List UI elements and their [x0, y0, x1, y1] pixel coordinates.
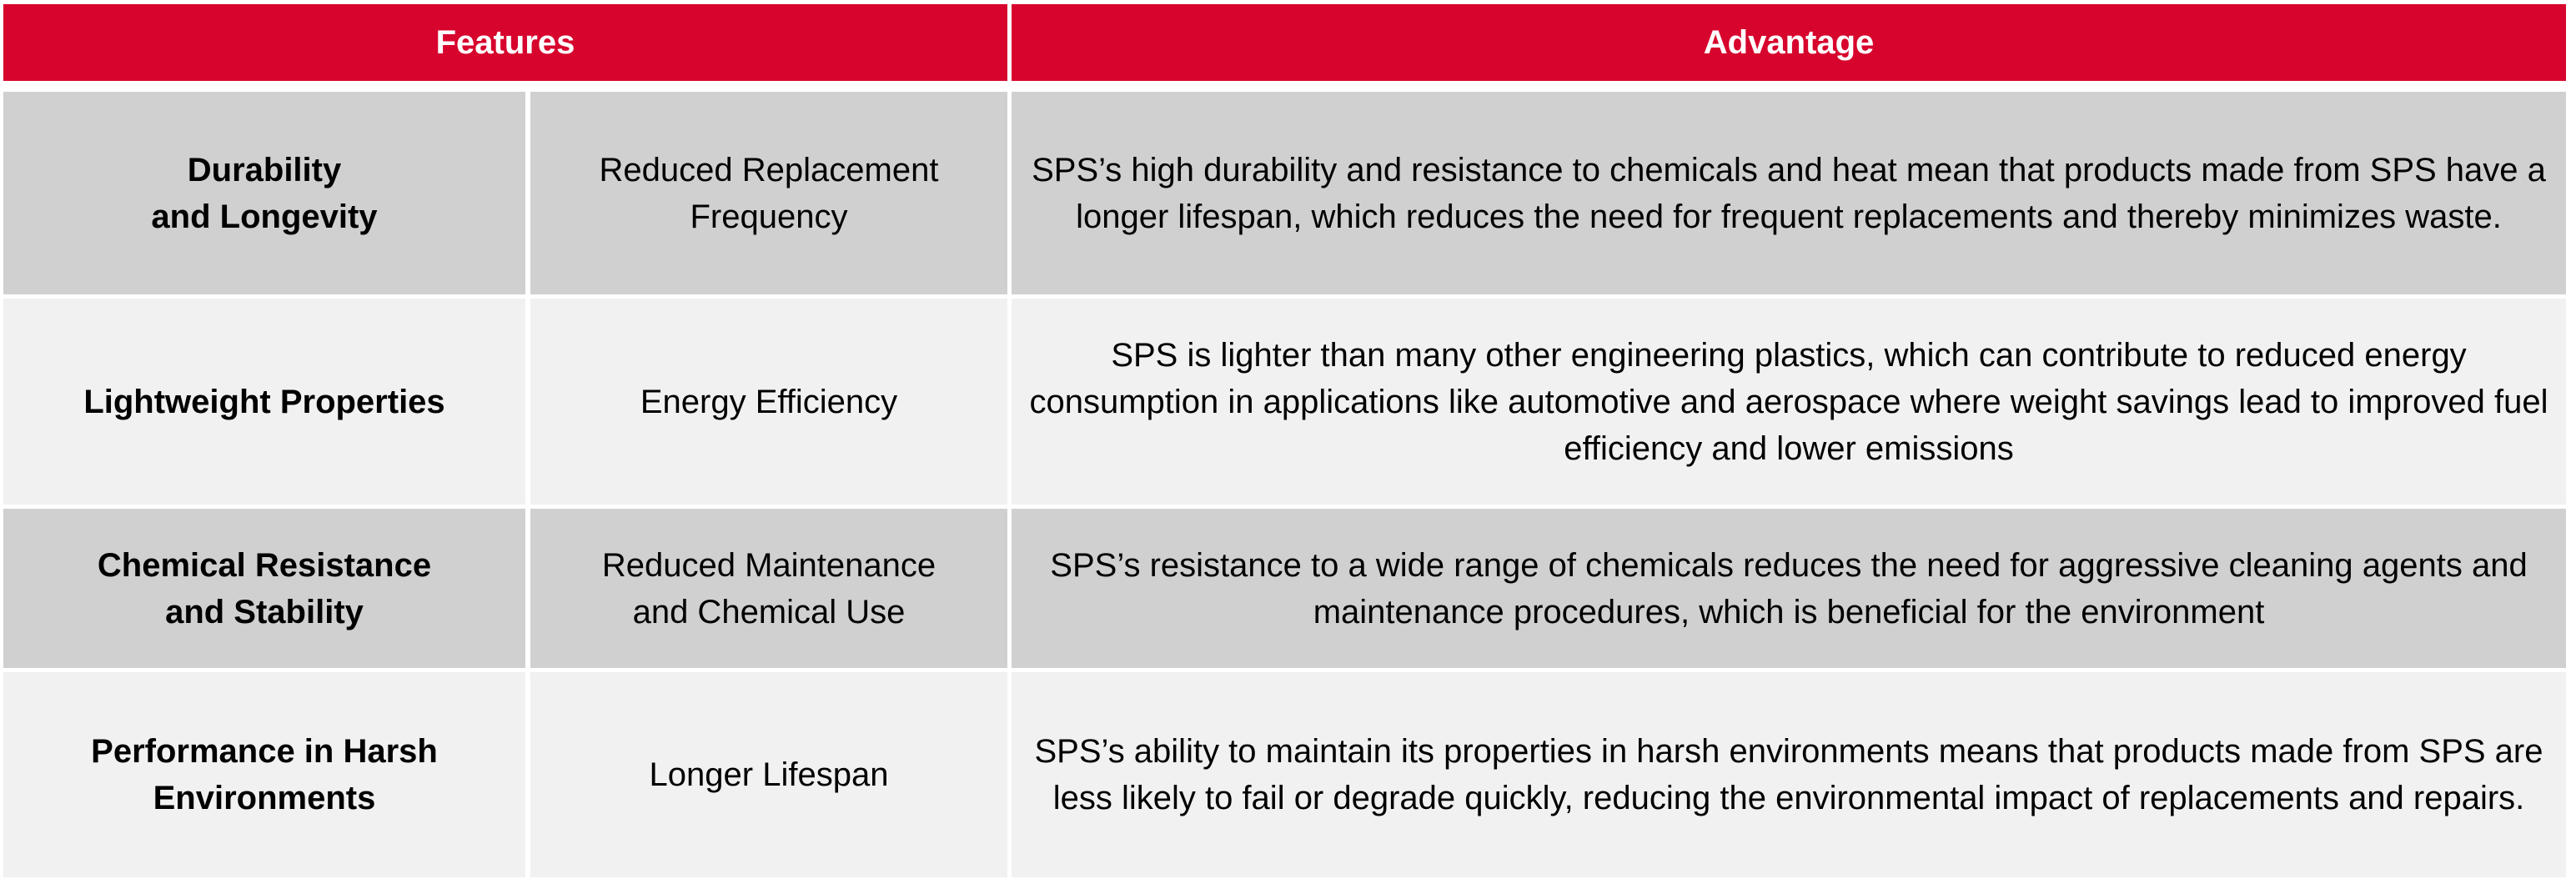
benefit-cell: Reduced Replacement Frequency: [530, 92, 1007, 294]
benefit-text: Reduced Replacement Frequency: [599, 151, 939, 235]
feature-cell: Durability and Longevity: [3, 92, 525, 294]
advantage-cell: SPS’s ability to maintain its properties…: [1012, 672, 2566, 877]
feature-cell: Chemical Resistance and Stability: [3, 509, 525, 668]
advantage-text: SPS’s high durability and resistance to …: [1032, 151, 2546, 235]
feature-text: Performance in Harsh Environments: [91, 733, 438, 816]
advantage-text: SPS’s ability to maintain its properties…: [1034, 733, 2543, 816]
feature-cell: Lightweight Properties: [3, 299, 525, 505]
table-header: Features Advantage: [3, 4, 2566, 81]
benefit-cell: Reduced Maintenance and Chemical Use: [530, 509, 1007, 668]
table-row: Durability and Longevity Reduced Replace…: [3, 92, 2566, 294]
table-row: Chemical Resistance and Stability Reduce…: [3, 509, 2566, 668]
features-advantage-table: Features Advantage Durability and Longev…: [3, 4, 2566, 877]
feature-cell: Performance in Harsh Environments: [3, 672, 525, 877]
feature-text: Chemical Resistance and Stability: [97, 546, 432, 630]
benefit-cell: Longer Lifespan: [530, 672, 1007, 877]
header-advantage: Advantage: [1012, 4, 2566, 81]
feature-text: Durability and Longevity: [151, 151, 378, 235]
benefit-cell: Energy Efficiency: [530, 299, 1007, 505]
feature-text: Lightweight Properties: [83, 383, 445, 420]
advantage-text: SPS’s resistance to a wide range of chem…: [1050, 546, 2528, 630]
advantage-cell: SPS is lighter than many other engineeri…: [1012, 299, 2566, 505]
header-features: Features: [3, 4, 1007, 81]
table-row: Lightweight Properties Energy Efficiency…: [3, 299, 2566, 505]
benefit-text: Energy Efficiency: [640, 383, 898, 420]
advantage-cell: SPS’s high durability and resistance to …: [1012, 92, 2566, 294]
advantage-cell: SPS’s resistance to a wide range of chem…: [1012, 509, 2566, 668]
benefit-text: Reduced Maintenance and Chemical Use: [601, 546, 936, 630]
advantage-text: SPS is lighter than many other engineeri…: [1029, 336, 2548, 467]
benefit-text: Longer Lifespan: [649, 756, 889, 793]
table-row: Performance in Harsh Environments Longer…: [3, 672, 2566, 877]
header-gap: [3, 81, 2566, 92]
